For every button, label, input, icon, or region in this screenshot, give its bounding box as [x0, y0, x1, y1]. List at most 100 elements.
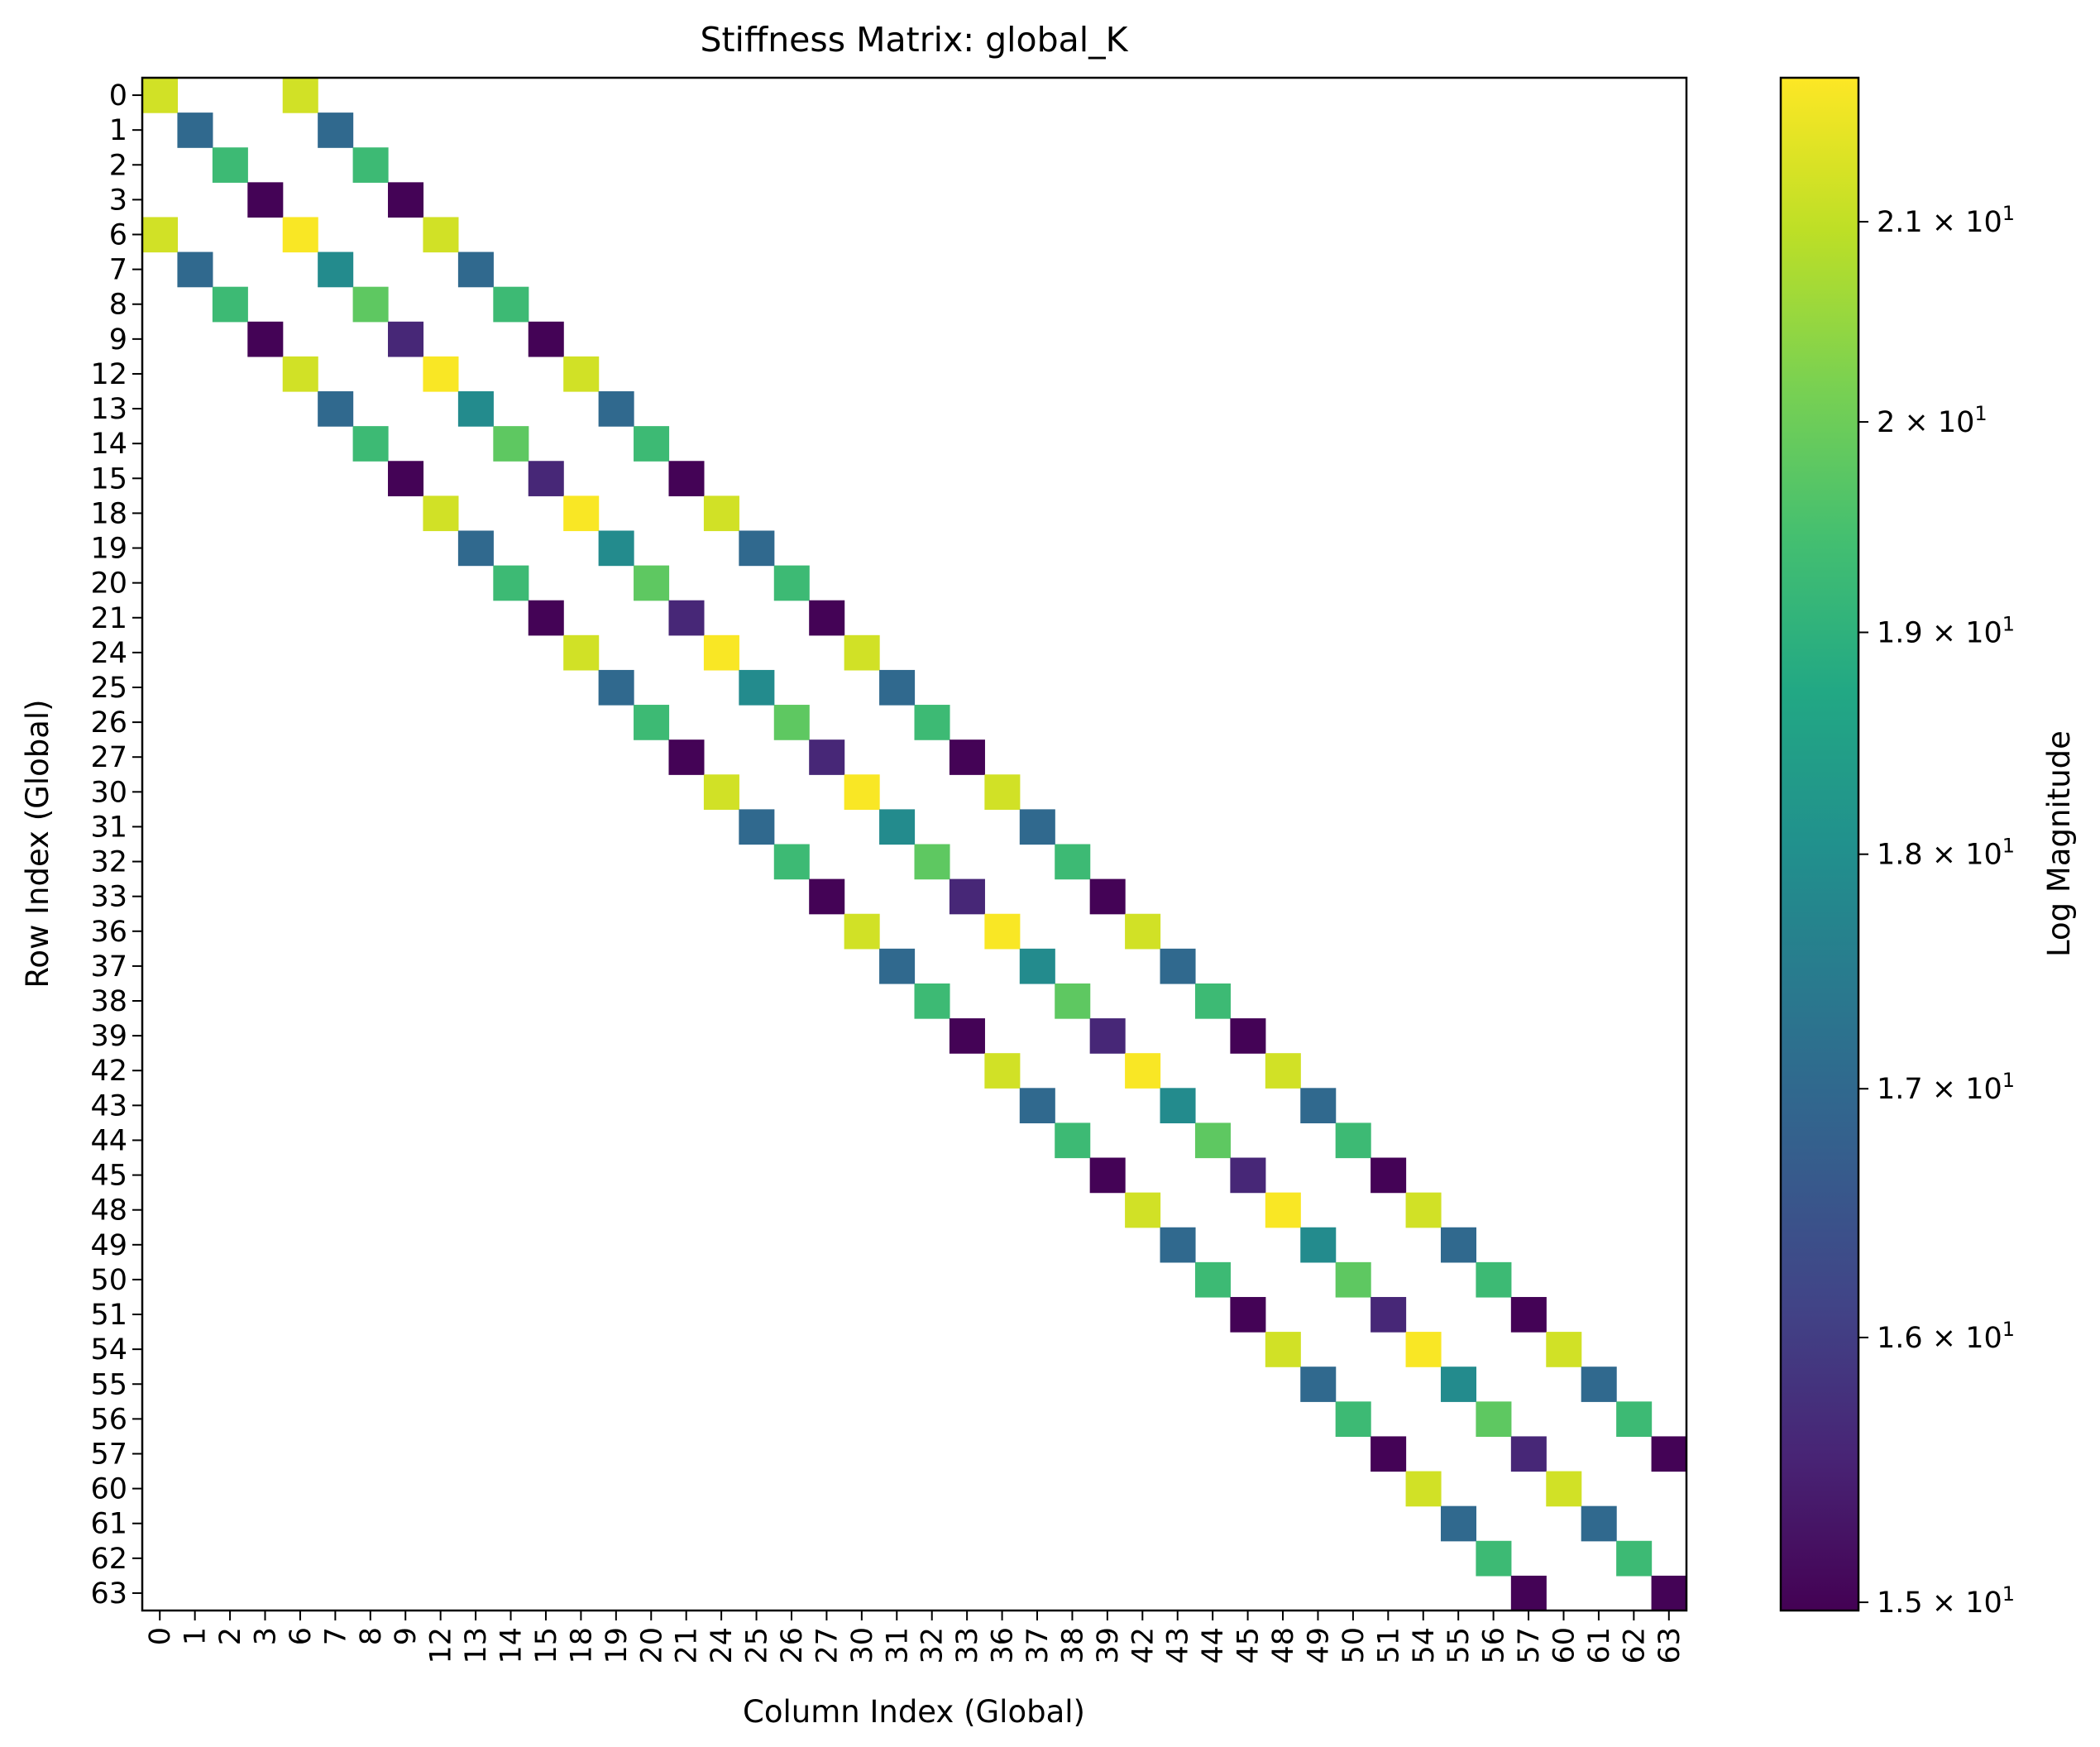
y-tick-label: 21 — [90, 602, 127, 635]
matrix-cell — [1581, 1505, 1617, 1542]
matrix-cell — [1510, 1296, 1547, 1333]
matrix-cell — [528, 321, 564, 357]
y-tick-label: 0 — [109, 79, 127, 112]
matrix-cell — [984, 1053, 1021, 1089]
matrix-cell — [1546, 1332, 1582, 1367]
y-tick-label: 42 — [90, 1055, 127, 1088]
matrix-cell — [1230, 1296, 1266, 1333]
x-axis-label: Column Index (Global) — [743, 1694, 1085, 1730]
x-tick-label: 3 — [250, 1627, 283, 1645]
y-tick-label: 50 — [90, 1264, 127, 1297]
matrix-cell — [423, 356, 459, 392]
matrix-cell — [739, 530, 775, 567]
matrix-cell — [1476, 1261, 1512, 1298]
matrix-cell — [844, 634, 880, 671]
matrix-cell — [282, 217, 318, 253]
y-tick-label: 60 — [90, 1473, 127, 1506]
y-tick-label: 20 — [90, 567, 127, 601]
x-tick-label: 13 — [460, 1627, 493, 1664]
matrix-cell — [318, 391, 354, 427]
matrix-cell — [1440, 1227, 1477, 1263]
x-tick-label: 63 — [1653, 1627, 1686, 1664]
matrix-cell — [1089, 878, 1126, 915]
colorbar-tick-label: 1.6 × 101 — [1877, 1318, 2015, 1355]
x-tick-label: 9 — [390, 1627, 423, 1645]
colorbar-tick-label: 2.1 × 101 — [1877, 202, 2015, 239]
x-tick-label: 6 — [285, 1627, 318, 1645]
matrix-cell — [773, 844, 810, 880]
matrix-cell — [1616, 1540, 1653, 1577]
matrix-cell — [1300, 1366, 1337, 1402]
matrix-cell — [914, 844, 950, 880]
x-tick-label: 32 — [916, 1627, 950, 1664]
matrix-cell — [809, 600, 845, 636]
matrix-cell — [1581, 1366, 1617, 1402]
matrix-cell — [1300, 1227, 1337, 1263]
colorbar-tick-label: 1.7 × 101 — [1877, 1069, 2015, 1106]
matrix-cell — [879, 669, 916, 706]
matrix-cell — [1405, 1192, 1442, 1228]
x-tick-label: 31 — [881, 1627, 914, 1664]
y-tick-label: 7 — [109, 254, 127, 287]
matrix-cell — [1440, 1366, 1477, 1402]
x-tick-label: 14 — [495, 1627, 529, 1664]
x-tick-label: 48 — [1267, 1627, 1300, 1664]
y-tick-label: 8 — [109, 289, 127, 322]
x-tick-label: 18 — [565, 1627, 598, 1664]
matrix-cell — [879, 809, 916, 845]
matrix-cell — [423, 495, 459, 532]
y-tick-label: 61 — [90, 1508, 127, 1541]
matrix-cell — [457, 251, 494, 288]
y-tick-label: 36 — [90, 916, 127, 949]
y-tick-label: 56 — [90, 1403, 127, 1436]
matrix-cell — [844, 774, 880, 810]
x-tick-label: 49 — [1302, 1627, 1335, 1664]
matrix-cell — [809, 878, 845, 915]
x-tick-label: 62 — [1618, 1627, 1651, 1664]
x-tick-label: 37 — [1021, 1627, 1055, 1664]
y-tick-label: 3 — [109, 184, 127, 217]
x-tick-label: 0 — [144, 1627, 177, 1645]
y-tick-label: 27 — [90, 741, 127, 774]
matrix-cell — [1019, 948, 1055, 984]
matrix-cell — [1125, 1192, 1161, 1228]
x-tick-label: 50 — [1337, 1627, 1371, 1664]
matrix-cell — [703, 495, 739, 532]
y-tick-label: 2 — [109, 149, 127, 182]
matrix-cell — [352, 286, 389, 323]
y-tick-label: 62 — [90, 1543, 127, 1576]
colorbar-frame — [1779, 76, 1860, 1612]
colorbar-tick-label: 1.5 × 101 — [1877, 1582, 2015, 1620]
y-tick-label: 24 — [90, 637, 127, 670]
y-tick-label: 45 — [90, 1160, 127, 1193]
matrix-cell — [1405, 1471, 1442, 1507]
y-tick-label: 55 — [90, 1368, 127, 1401]
matrix-cell — [1371, 1157, 1407, 1194]
y-tick-label: 54 — [90, 1333, 127, 1366]
matrix-cell — [1055, 1122, 1091, 1159]
matrix-cell — [1089, 1157, 1126, 1194]
matrix-cell — [423, 217, 459, 253]
matrix-cell — [457, 391, 494, 427]
y-tick-label: 13 — [90, 393, 127, 426]
matrix-cell — [1230, 1018, 1266, 1054]
x-tick-label: 54 — [1408, 1627, 1441, 1664]
y-tick-label: 1 — [109, 114, 127, 147]
matrix-cell — [634, 565, 670, 601]
matrix-cell — [1616, 1401, 1653, 1438]
x-axis-ticks: 0 1 2 3 6 7 8 9 12 13 14 15 18 19 20 21 24 25 26 27 30 31 32 33… — [144, 1611, 1686, 1664]
x-tick-label: 24 — [706, 1627, 739, 1664]
matrix-cell — [352, 147, 389, 183]
matrix-cell — [318, 112, 354, 148]
matrix-cell — [1335, 1401, 1371, 1438]
x-tick-label: 55 — [1442, 1627, 1476, 1664]
y-tick-label: 31 — [90, 811, 127, 844]
matrix-cell — [1405, 1332, 1442, 1367]
colorbar-gradient — [1781, 78, 1858, 1611]
colorbar-label: Log Magnitude — [2041, 730, 2077, 957]
matrix-cell — [528, 600, 564, 636]
matrix-cell — [1440, 1505, 1477, 1542]
matrix-cell — [177, 112, 213, 148]
x-tick-label: 56 — [1478, 1627, 1511, 1664]
matrix-cell — [844, 913, 880, 950]
